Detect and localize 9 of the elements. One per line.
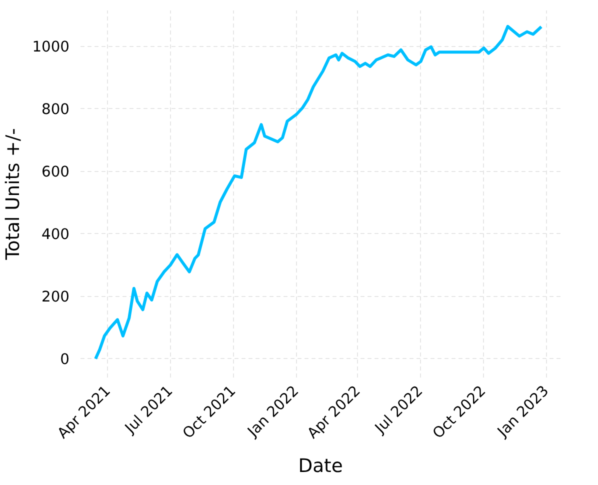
y-tick-label: 600 [42,164,70,181]
line-series [94,24,543,360]
y-tick-label: 400 [42,226,70,244]
y-axis-title: Total Units +/- [3,128,24,261]
y-tick-label: 0 [60,351,70,368]
y-tick-label: 200 [42,288,70,306]
y-tick-label: 1000 [32,38,70,56]
y-tick-label: 800 [42,101,70,118]
x-axis-title: Date [298,456,343,478]
